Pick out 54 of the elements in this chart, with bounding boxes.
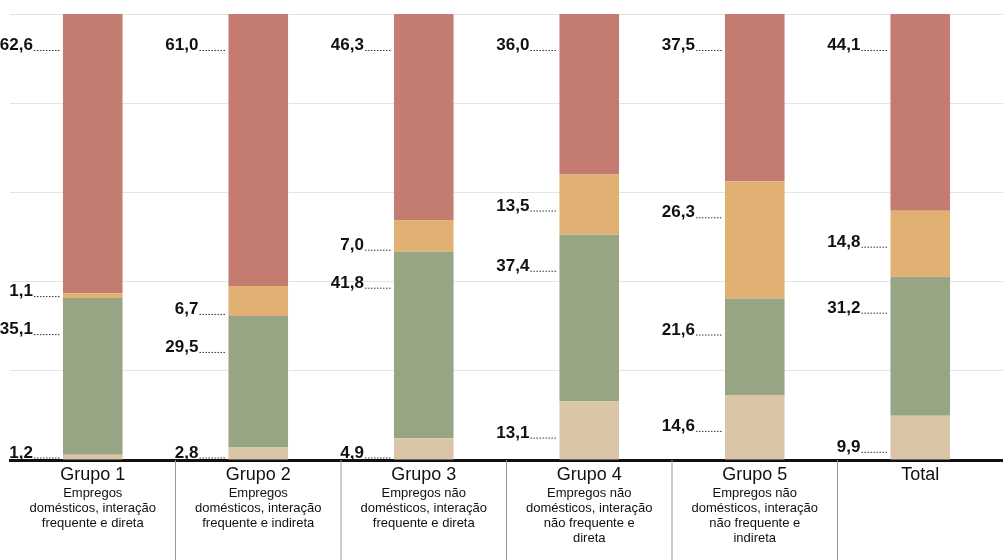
bar — [559, 174, 620, 235]
data-label: 46,3 — [330, 35, 364, 54]
x-tick-label: Grupo 1 Empregos domésticos, interação frequente e direta — [29, 463, 156, 531]
bar — [724, 181, 785, 299]
data-label: 4,9 — [340, 442, 364, 462]
bar — [890, 14, 951, 211]
x-tick-label: Grupo 3 Empregos não domésticos, interação frequente e direta — [360, 463, 487, 531]
x-tick-label: Grupo 2 Empregos domésticos, interação frequente e indireta — [195, 463, 322, 531]
bar — [62, 454, 123, 460]
bar — [724, 14, 785, 182]
data-label: 14,6 — [661, 415, 695, 435]
bar — [890, 276, 951, 416]
data-label: 35,1 — [0, 319, 33, 339]
bar — [890, 210, 951, 277]
bar — [228, 447, 289, 460]
data-label: 9,9 — [836, 436, 861, 456]
data-label: 36,0 — [496, 35, 530, 54]
bar — [228, 14, 289, 287]
data-label: 26,3 — [661, 202, 695, 222]
data-label: 13,5 — [496, 195, 530, 215]
x-tick-label: Grupo 5 Empregos não domésticos, interação não frequente e indireta — [691, 463, 818, 546]
x-tick-label: Total — [901, 463, 940, 484]
bar — [724, 394, 785, 460]
bar — [393, 251, 454, 439]
bar — [393, 14, 454, 221]
bar — [559, 401, 620, 460]
data-label: 31,2 — [827, 297, 861, 317]
x-tick-label: Grupo 4 Empregos não domésticos, interação não frequente e direta — [526, 463, 653, 546]
bar — [559, 14, 620, 175]
data-label: 1,1 — [9, 281, 33, 301]
data-label: 37,4 — [496, 255, 530, 275]
bar — [559, 234, 620, 402]
bar — [393, 220, 454, 252]
data-label: 41,8 — [330, 272, 364, 292]
data-label: 2,8 — [174, 442, 199, 462]
data-label: 29,5 — [165, 336, 199, 356]
data-label: 61,0 — [165, 35, 199, 54]
bar — [62, 293, 123, 299]
data-label: 44,1 — [827, 35, 861, 54]
data-label: 37,5 — [661, 35, 695, 54]
data-label: 62,6 — [0, 35, 33, 54]
data-label: 6,7 — [174, 298, 199, 318]
data-label: 13,1 — [496, 422, 530, 442]
bar — [228, 315, 289, 448]
bar — [393, 438, 454, 460]
bar — [228, 286, 289, 316]
bar — [62, 14, 123, 294]
bar — [890, 415, 951, 460]
bar — [62, 298, 123, 455]
bar — [724, 298, 785, 395]
data-label: 14,8 — [827, 231, 861, 251]
data-label: 7,0 — [340, 234, 364, 254]
data-label: 1,2 — [9, 442, 33, 462]
data-label: 21,6 — [661, 319, 695, 339]
